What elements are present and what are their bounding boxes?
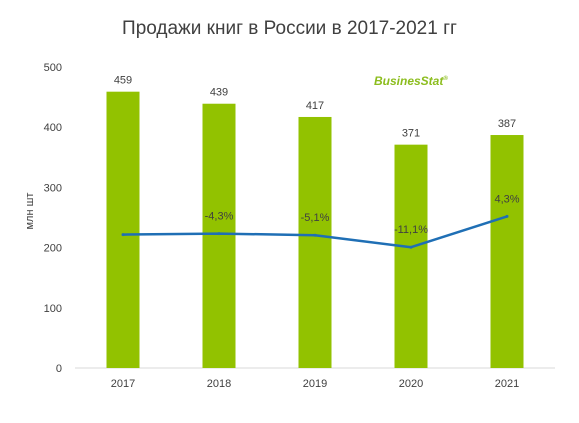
growth-label: -11,1% [394, 224, 428, 236]
bar [490, 135, 524, 368]
growth-label: -4,3% [205, 211, 234, 223]
bar [298, 116, 332, 368]
growth-label: 4,3% [494, 193, 519, 205]
bar-value-label: 417 [306, 100, 324, 112]
growth-point [217, 232, 221, 236]
bar [394, 144, 428, 368]
growth-point [409, 245, 413, 249]
logo-mark: ® [443, 76, 448, 82]
chart-title: Продажи книг в России в 2017-2021 гг [122, 18, 457, 39]
logo-text: BusinesStat [374, 74, 444, 88]
growth-point [505, 214, 509, 218]
y-tick-label: 0 [56, 363, 62, 375]
x-tick-label: 2018 [207, 378, 231, 390]
y-tick-label: 300 [44, 182, 62, 194]
y-tick-label: 100 [44, 303, 62, 315]
x-tick-label: 2020 [399, 378, 423, 390]
y-tick-label: 200 [44, 243, 62, 255]
bar [106, 91, 140, 368]
y-tick-label: 400 [44, 122, 62, 134]
businesstat-logo: BusinesStat® [374, 74, 448, 88]
y-tick-label: 500 [44, 62, 62, 74]
x-tick-label: 2017 [111, 378, 135, 390]
x-tick-label: 2021 [495, 378, 519, 390]
bar [202, 103, 236, 369]
growth-point [313, 233, 317, 237]
x-tick-label: 2019 [303, 378, 327, 390]
growth-label: -5,1% [301, 212, 330, 224]
growth-point [121, 233, 125, 237]
bar-value-label: 387 [498, 118, 516, 130]
bar-value-label: 459 [114, 75, 132, 87]
bar-value-label: 439 [210, 87, 228, 99]
bar-value-label: 371 [402, 128, 420, 140]
